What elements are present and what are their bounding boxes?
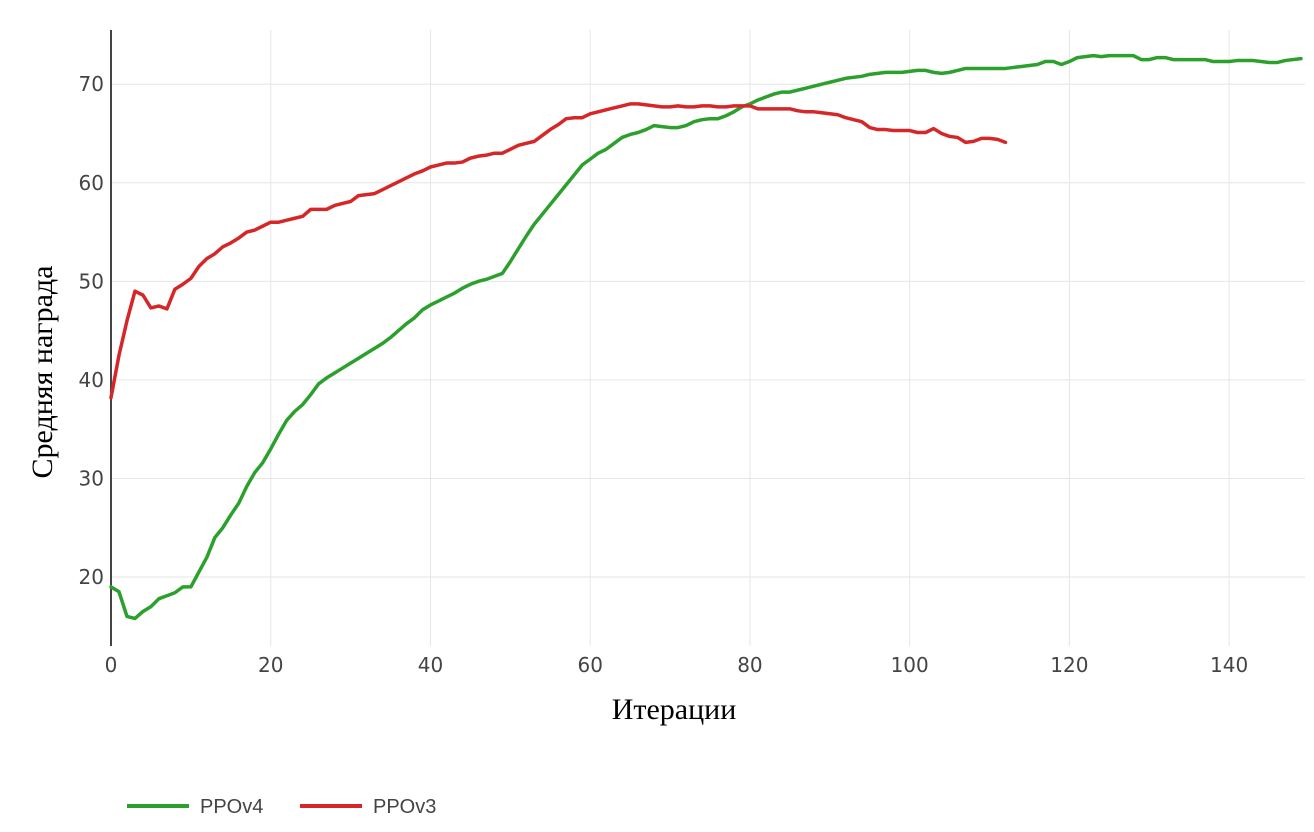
y-axis-title: Средняя награда: [26, 266, 59, 479]
legend-label: PPOv4: [200, 796, 263, 818]
y-tick-label: 30: [79, 466, 104, 490]
y-tick-label: 40: [79, 368, 104, 392]
legend-item-ppov3[interactable]: PPOv3: [300, 796, 436, 818]
y-tick-label: 50: [79, 269, 104, 293]
legend-label: PPOv3: [373, 796, 436, 818]
x-tick-label: 120: [1050, 653, 1088, 677]
x-tick-label: 20: [258, 653, 283, 677]
x-tick-label: 80: [737, 653, 762, 677]
x-tick-label: 100: [891, 653, 929, 677]
x-tick-label: 140: [1210, 653, 1248, 677]
y-tick-label: 70: [79, 72, 104, 96]
x-tick-label: 60: [577, 653, 602, 677]
series-line-ppov4: [109, 53, 1303, 621]
x-tick-label: 40: [418, 653, 443, 677]
y-tick-label: 60: [79, 171, 104, 195]
grid: [111, 30, 1305, 646]
x-tick-label: 0: [105, 653, 118, 677]
x-axis-title: Итерации: [612, 693, 737, 726]
tick-labels: 0 20 40 60 80 100 120 140 20 30 40 50 60 70: [79, 72, 1249, 677]
legend: PPOv4 PPOv3: [127, 796, 436, 818]
series-line-ppov3: [109, 102, 1008, 400]
y-tick-label: 20: [79, 565, 104, 589]
legend-item-ppov4[interactable]: PPOv4: [127, 796, 263, 818]
series-lines: [109, 53, 1303, 621]
